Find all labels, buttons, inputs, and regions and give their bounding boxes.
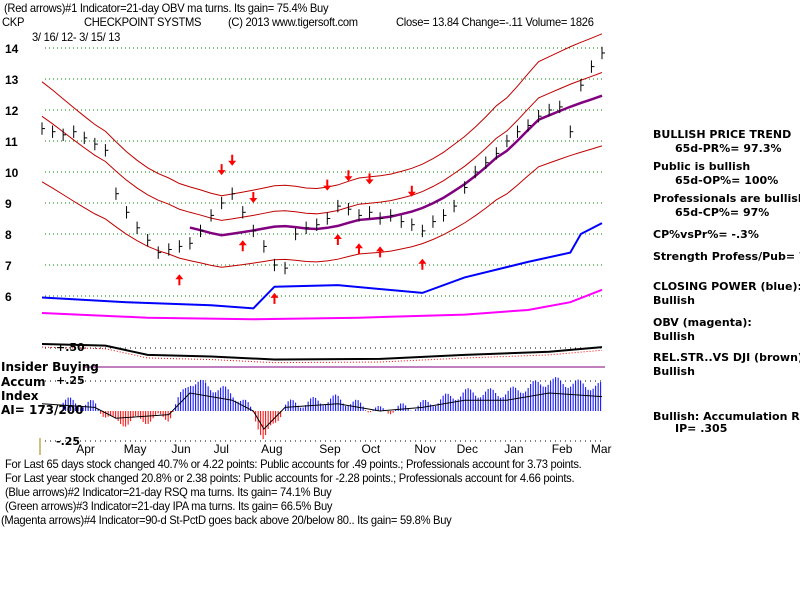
month-label: Aug <box>261 442 282 456</box>
closing-power-status: Bullish <box>653 294 695 307</box>
upper-band <box>41 33 603 197</box>
month-label: Nov <box>414 442 435 456</box>
ai-value: AI= 173/200 <box>1 403 84 417</box>
sell-arrow-icon <box>249 192 258 203</box>
quote: Close= 13.84 Change=-.11 Volume= 1826 <box>396 15 594 29</box>
trend-title: BULLISH PRICE TREND <box>653 128 792 141</box>
sell-arrow-icon <box>323 179 332 191</box>
y-tick-label: 8 <box>5 228 12 242</box>
month-label: Oct <box>362 442 381 456</box>
rel-strength-ma <box>41 346 603 364</box>
accum-ma-line <box>41 392 603 430</box>
footer-year: For Last year stock changed 20.8% or 2.3… <box>5 471 575 485</box>
month-label: May <box>124 442 147 456</box>
cpvspr-value: CP%vsPr%= -.3% <box>653 228 759 241</box>
tick-plus25: +.25 <box>56 374 85 387</box>
month-label: Feb <box>552 442 573 456</box>
moving-average <box>189 94 603 237</box>
footer-signal-2: (Blue arrows)#2 Indicator=21-day RSQ ma … <box>5 485 332 499</box>
op-value: 65d-OP%= 100% <box>675 174 779 187</box>
closing-power-label: CLOSING POWER (blue): <box>653 280 800 293</box>
month-label: Dec <box>457 442 478 456</box>
inner-band <box>41 72 603 221</box>
month-label: Mar <box>591 442 612 456</box>
cp-value: 65d-CP%= 97% <box>675 206 770 219</box>
signal-1-text: (Red arrows)#1 Indicator=21-day OBV ma t… <box>4 1 329 15</box>
obv-line <box>41 288 603 321</box>
relstr-status: Bullish <box>653 365 695 378</box>
insider-buying-label: Insider Buying <box>1 360 99 374</box>
public-status: Public is bullish <box>653 160 751 173</box>
sell-arrow-icon <box>365 173 374 185</box>
month-label: Jan <box>504 442 523 456</box>
footer-signal-3: (Green arrows)#3 Indicator=21-day IPA ma… <box>5 499 333 513</box>
index-label: Index <box>1 389 39 403</box>
footer-65day: For Last 65 days stock changed 40.7% or … <box>5 457 582 471</box>
month-label: Sep <box>319 442 341 456</box>
month-label: Apr <box>76 442 95 456</box>
y-tick-label: 6 <box>5 290 12 304</box>
ip-value: IP= .305 <box>675 422 728 435</box>
y-tick-label: 10 <box>5 166 19 180</box>
obv-label: OBV (magenta): <box>653 316 752 329</box>
sell-arrow-icon <box>217 164 226 176</box>
buy-arrow-icon <box>418 258 427 270</box>
month-label: Jun <box>171 442 190 456</box>
footer-signal-4: (Magenta arrows)#4 Indicator=90-d St-Pct… <box>1 513 452 527</box>
buy-arrow-icon <box>376 246 385 258</box>
sell-arrow-icon <box>407 185 416 197</box>
ticker: CKP <box>2 15 25 29</box>
buy-arrow-icon <box>354 243 363 255</box>
lower-band <box>41 145 603 268</box>
y-tick-label: 13 <box>5 73 19 87</box>
sell-arrow-icon <box>344 170 353 182</box>
buy-arrow-icon <box>238 240 247 252</box>
closing-power-line <box>41 222 603 310</box>
y-tick-label: 12 <box>5 104 19 118</box>
accum-status: Bullish: Accumulation Rising <box>653 410 800 423</box>
buy-arrow-icon <box>175 274 184 286</box>
accum-label: Accum <box>1 375 46 389</box>
y-tick-label: 9 <box>5 197 12 211</box>
pr-value: 65d-PR%= 97.3% <box>675 142 782 155</box>
strength-value: Strength Profess/Pub= 7.0 <box>653 250 800 263</box>
professionals-status: Professionals are bullish <box>653 192 800 205</box>
rel-strength-line <box>41 343 603 361</box>
tick-minus25: -.25 <box>56 435 81 448</box>
month-label: Jul <box>214 442 229 456</box>
tick-plus50: +.50 <box>56 341 85 354</box>
y-tick-label: 14 <box>5 42 19 56</box>
relstr-label: REL.STR..VS DJI (brown): <box>653 351 800 364</box>
y-tick-label: 7 <box>5 259 12 273</box>
company-name: CHECKPOINT SYSTMS <box>84 15 202 29</box>
buy-arrow-icon <box>270 292 279 304</box>
obv-status: Bullish <box>653 330 695 343</box>
buy-arrow-icon <box>333 234 342 245</box>
copyright: (C) 2013 www.tigersoft.com <box>228 15 358 29</box>
date-range: 3/ 16/ 12- 3/ 15/ 13 <box>32 30 121 44</box>
y-tick-label: 11 <box>5 135 18 149</box>
sell-arrow-icon <box>228 154 237 166</box>
